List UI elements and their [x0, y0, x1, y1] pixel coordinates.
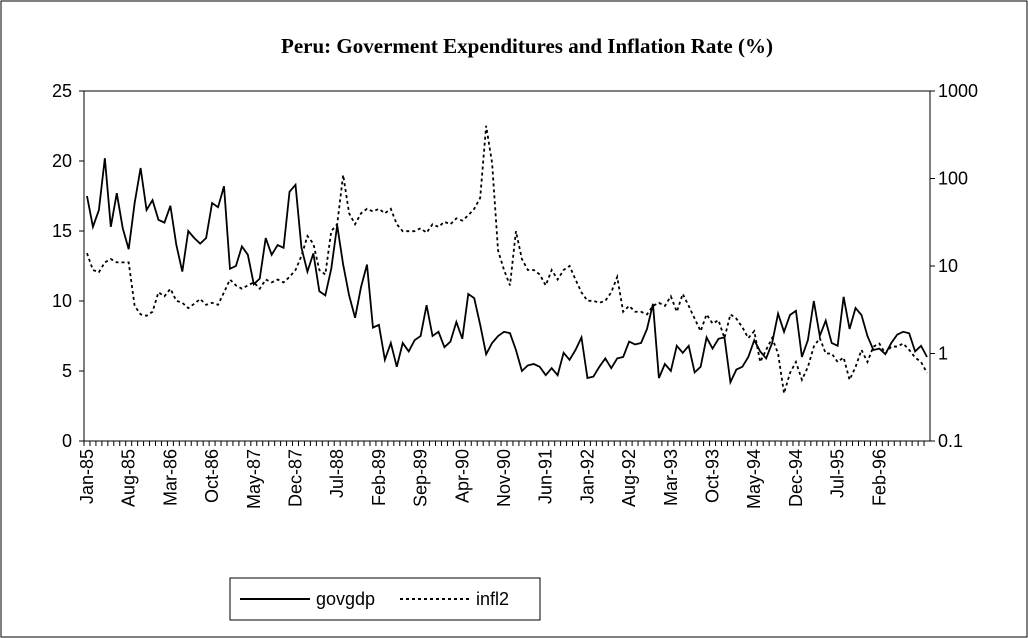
legend-label: infl2: [476, 589, 509, 609]
x-tick-label: Jun-91: [536, 449, 556, 504]
x-tick-label: Oct-93: [703, 449, 723, 503]
x-tick-label: May-94: [744, 449, 764, 509]
x-tick-label: Apr-90: [452, 449, 472, 503]
x-tick-label: Jul-95: [828, 449, 848, 498]
series-line: [86, 158, 928, 386]
chart-title: Peru: Goverment Expenditures and Inflati…: [281, 34, 773, 58]
y2-tick-label: 100: [938, 169, 968, 189]
x-tick-label: Dec-94: [786, 449, 806, 507]
y-tick-label: 15: [52, 221, 72, 241]
x-tick-label: Aug-85: [119, 449, 139, 507]
y-tick-label: 25: [52, 81, 72, 101]
y2-tick-label: 10: [938, 256, 958, 276]
x-tick-label: Aug-92: [619, 449, 639, 507]
y2-tick-label: 0.1: [938, 431, 963, 451]
x-tick-label: Feb-89: [369, 449, 389, 506]
x-tick-label: Sep-89: [411, 449, 431, 507]
x-tick-label: Jan-85: [77, 449, 97, 504]
y2-tick-label: 1000: [938, 81, 978, 101]
x-tick-label: Mar-86: [160, 449, 180, 506]
x-tick-label: Mar-93: [661, 449, 681, 506]
y-tick-label: 0: [62, 431, 72, 451]
x-tick-label: Nov-90: [494, 449, 514, 507]
legend-label: govgdp: [316, 589, 375, 609]
y2-tick-label: 1: [938, 344, 948, 364]
x-tick-label: Feb-96: [869, 449, 889, 506]
series-line: [86, 125, 928, 394]
y-tick-label: 10: [52, 291, 72, 311]
y-tick-label: 5: [62, 361, 72, 381]
x-tick-label: Jan-92: [577, 449, 597, 504]
x-tick-label: Jul-88: [327, 449, 347, 498]
y-tick-label: 20: [52, 151, 72, 171]
x-tick-label: Dec-87: [286, 449, 306, 507]
x-tick-label: Oct-86: [202, 449, 222, 503]
x-tick-label: May-87: [244, 449, 264, 509]
